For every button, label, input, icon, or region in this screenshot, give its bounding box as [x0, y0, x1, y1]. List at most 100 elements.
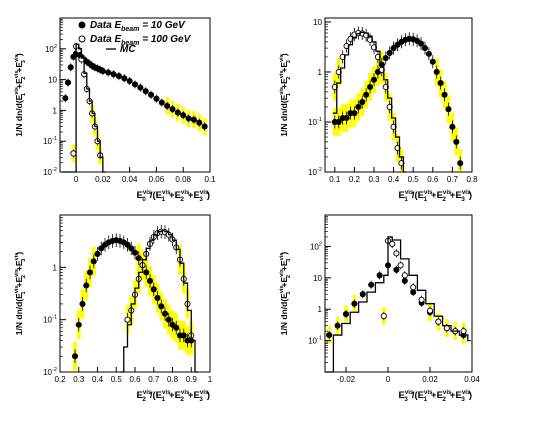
data-point-10gev — [126, 77, 133, 85]
y-tick-label: 10 — [313, 274, 322, 283]
y-tick-label: 10 — [48, 76, 57, 85]
data-point-10gev — [382, 54, 389, 62]
y-tick-label: 10-1​ — [43, 315, 57, 325]
data-point-10gev — [142, 88, 149, 95]
data-point-10gev — [135, 255, 142, 262]
legend-marker-10gev — [78, 21, 86, 29]
plot-frame — [324, 214, 473, 373]
data-point-10gev — [449, 123, 456, 130]
mc-step-line — [120, 230, 198, 373]
data-point-100gev — [70, 150, 77, 157]
x-tick-label: 0 — [386, 375, 391, 384]
data-point-10gev — [99, 67, 106, 75]
data-point-10gev — [165, 316, 172, 323]
data-point-10gev — [131, 81, 139, 88]
data-point-10gev — [71, 353, 79, 360]
y-tick-label: 10 — [313, 18, 322, 27]
x-axis-label: Evis2​/(Evis1​+Evis2​+Evis3​) — [137, 389, 210, 403]
data-point-10gev — [376, 272, 383, 279]
x-tick-label: 0.02 — [95, 175, 111, 184]
data-point-10gev — [390, 45, 397, 52]
plot-frame — [324, 17, 473, 173]
x-tick-label: 0.1 — [329, 175, 341, 184]
y-tick-label: 10-2​ — [43, 367, 57, 377]
data-point-10gev — [355, 103, 362, 110]
data-point-10gev — [190, 116, 197, 123]
x-tick-label: 0.6 — [427, 175, 439, 184]
data-point-10gev — [351, 300, 358, 307]
x-tick-label: 0.3 — [368, 175, 380, 184]
data-point-10gev — [158, 303, 165, 310]
data-point-10gev — [121, 75, 128, 82]
y-axis-label: 1/N dn/d(Evis1​+Evis2​+Evis3​) — [279, 252, 292, 336]
data-point-100gev — [380, 313, 387, 320]
data-point-10gev — [137, 84, 144, 91]
data-point-10gev — [359, 291, 366, 298]
data-point-10gev — [429, 58, 436, 65]
data-point-10gev — [334, 322, 341, 329]
y-tick-label: 10-1​ — [308, 117, 322, 127]
y-tick-label: 1 — [53, 106, 58, 115]
data-point-10gev — [110, 71, 117, 78]
y-axis-label: 1/N dn/d(Evis1​+Evis2​+Evis3​) — [279, 53, 292, 137]
y-tick-label: 1 — [318, 68, 323, 77]
data-point-100gev — [410, 284, 417, 291]
x-tick-label: 1 — [208, 375, 213, 384]
data-point-100gev — [460, 328, 467, 335]
legend-marker-100gev — [78, 35, 86, 43]
data-point-10gev — [146, 277, 154, 284]
x-tick-label: 0.8 — [167, 375, 179, 384]
data-point-10gev — [105, 69, 112, 76]
y-axis-label: 1/N dn/d(Evis1​+Evis2​+Evis3​) — [14, 252, 27, 336]
data-point-10gev — [393, 266, 400, 273]
data-point-10gev — [86, 269, 94, 276]
data-point-10gev — [90, 258, 97, 265]
legend-label-100gev: Data Ebeam = 100 GeV — [90, 34, 192, 47]
data-point-10gev — [386, 49, 393, 57]
data-point-10gev — [370, 76, 378, 83]
x-tick-label: 0.08 — [175, 175, 191, 184]
data-point-10gev — [196, 119, 203, 126]
y-tick-label: 10-2​ — [43, 167, 57, 177]
data-point-10gev — [169, 106, 176, 113]
y-tick-label: 102​ — [45, 44, 57, 54]
x-tick-label: 0.7 — [447, 175, 459, 184]
data-point-100gev — [435, 318, 442, 325]
x-tick-label: 0.3 — [73, 375, 85, 384]
plot-frame — [59, 17, 211, 173]
data-point-10gev — [367, 83, 374, 91]
data-point-10gev — [180, 332, 187, 339]
data-point-100gev — [418, 296, 425, 303]
y-tick-label: 1 — [318, 305, 323, 314]
data-point-10gev — [64, 79, 72, 86]
data-point-10gev — [453, 138, 460, 145]
data-point-10gev — [335, 118, 342, 126]
data-point-10gev — [75, 321, 82, 328]
data-point-10gev — [342, 311, 350, 318]
data-point-100gev — [401, 272, 408, 279]
data-point-10gev — [173, 324, 180, 331]
mc-step-line — [62, 43, 106, 173]
data-point-10gev — [425, 50, 432, 57]
data-point-10gev — [363, 91, 370, 98]
y-axis-label: 1/N dn/d(Evis1​+Evis2​+Evis3​) — [14, 53, 27, 137]
x-tick-label: 0.7 — [148, 375, 160, 384]
data-point-10gev — [359, 99, 366, 106]
data-point-10gev — [421, 45, 429, 52]
x-tick-label: 0.02 — [422, 375, 438, 384]
data-point-100gev — [397, 262, 404, 269]
mc-step-line — [332, 31, 407, 173]
data-point-10gev — [394, 41, 401, 48]
data-point-10gev — [343, 114, 350, 122]
data-point-10gev — [161, 310, 169, 317]
data-point-10gev — [98, 245, 105, 252]
data-point-10gev — [164, 102, 171, 109]
data-point-10gev — [445, 106, 452, 113]
x-tick-label: -0.02 — [337, 375, 356, 384]
panel-1: 0 0.02 0.04 0.06 0.08 0.1 10-2​ 10-1​ 1 10 102​ Evi… — [14, 17, 216, 203]
data-point-10gev — [83, 282, 90, 289]
data-point-10gev — [94, 250, 101, 258]
